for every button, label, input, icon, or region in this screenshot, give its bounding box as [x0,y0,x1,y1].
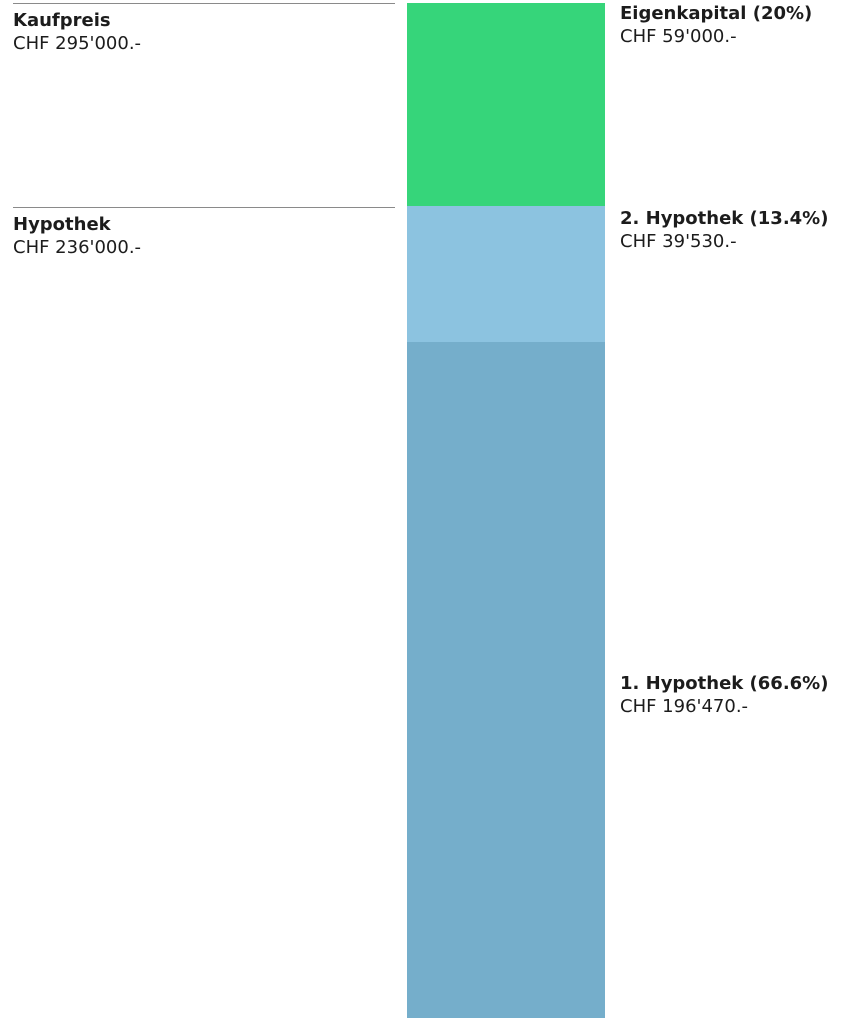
second-mortgage-segment [407,206,605,342]
equity-value: CHF 59'000.- [620,26,737,47]
purchase-price-value: CHF 295'000.- [13,33,142,54]
mortgage-total-label: Hypothek [13,214,111,235]
second-mortgage-label-block: 2. Hypothek (13.4%) CHF 39'530.- [620,208,860,254]
mortgage-total-value: CHF 236'000.- [13,237,142,258]
second-mortgage-label: 2. Hypothek (13.4%) [620,208,829,229]
equity-label-block: Eigenkapital (20%) CHF 59'000.- [620,3,860,49]
purchase-price-block: Kaufpreis CHF 295'000.- [13,3,395,56]
equity-label: Eigenkapital (20%) [620,3,813,24]
first-mortgage-label: 1. Hypothek (66.6%) [620,673,829,694]
mortgage-total-block: Hypothek CHF 236'000.- [13,207,395,260]
purchase-price-label: Kaufpreis [13,10,111,31]
equity-segment [407,3,605,206]
financing-bar [407,3,605,1018]
first-mortgage-value: CHF 196'470.- [620,696,749,717]
first-mortgage-label-block: 1. Hypothek (66.6%) CHF 196'470.- [620,673,860,719]
second-mortgage-value: CHF 39'530.- [620,231,737,252]
first-mortgage-segment [407,342,605,1018]
